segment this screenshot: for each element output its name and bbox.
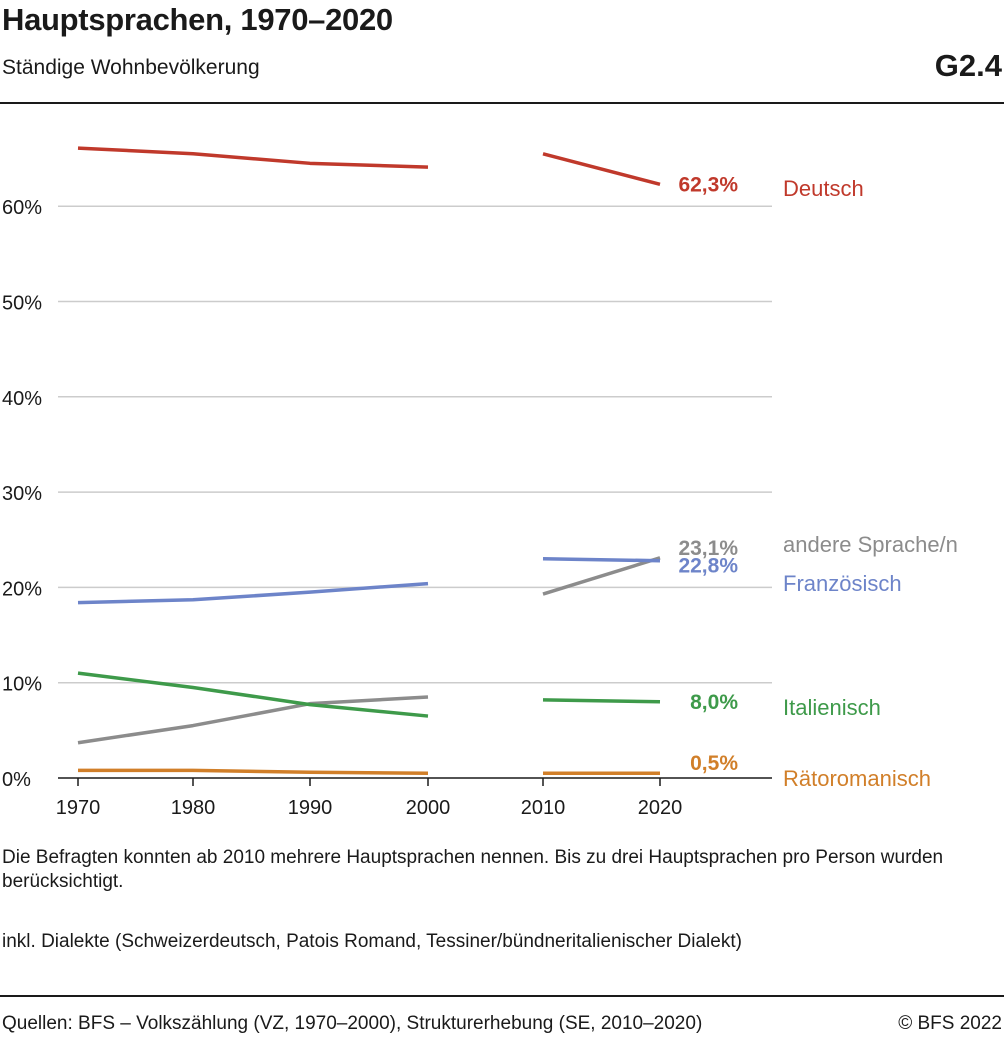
series-line-franz-sisch-2010-2020 [542, 557, 661, 563]
x-tick-label: 2000 [406, 797, 451, 819]
chart-subtitle: Ständige Wohnbevölkerung [2, 56, 260, 79]
y-axis-ticks: 0% 10% 20% 30% 40% 50% 60% [2, 197, 42, 791]
series-line-franz-sisch-1970-2000 [77, 581, 429, 605]
series-line-italienisch-2010-2020 [542, 698, 661, 704]
y-tick-label: 50% [2, 293, 42, 315]
end-value-label-italienisch: 8,0% [690, 691, 738, 714]
y-tick-label: 10% [2, 674, 42, 696]
series-line-r-toromanisch-1970-2000 [78, 768, 429, 775]
y-tick-label: 0% [2, 769, 31, 791]
y-tick-label: 30% [2, 483, 42, 505]
y-tick-label: 40% [2, 388, 42, 410]
note-dialects: inkl. Dialekte (Schweizerdeutsch, Patois… [2, 931, 742, 952]
top-divider [0, 102, 1004, 104]
end-value-label-deutsch: 62,3% [678, 173, 738, 196]
chart-title: Hauptsprachen, 1970–2020 [2, 2, 393, 37]
series-line-deutsch-1970-2000 [77, 146, 429, 169]
series-name-label-deutsch: Deutsch [783, 176, 864, 201]
series-line-andere-sprache-n-1970-2000 [77, 695, 429, 745]
x-tick-label: 1990 [288, 797, 333, 819]
series-name-label-italienisch: Italienisch [783, 695, 881, 720]
end-value-label-andere-sprache-n: 23,1% [678, 537, 738, 560]
line-chart: 0% 10% 20% 30% 40% 50% 60% 1970 1980 1990 2000 201… [2, 146, 958, 819]
x-axis-ticks: 1970 1980 1990 2000 2010 2020 [56, 778, 683, 819]
bottom-divider [0, 995, 1004, 997]
chart-code: G2.4 [934, 48, 1002, 83]
series-line-deutsch-2010-2020 [542, 152, 661, 186]
x-tick-label: 2020 [638, 797, 683, 819]
x-tick-label: 1970 [56, 797, 101, 819]
series-name-label-andere-sprache-n: andere Sprache/n [783, 532, 958, 557]
x-tick-label: 2010 [521, 797, 566, 819]
grid-lines [58, 205, 772, 779]
copyright-text: © BFS 2022 [898, 1013, 1002, 1034]
series-name-label-franz-sisch: Französisch [783, 571, 902, 596]
series-labels: 62,3% Deutsch 23,1% andere Sprache/n 22,8% Fr… [678, 173, 957, 791]
series-lines [77, 146, 661, 775]
end-value-label-r-toromanisch: 0,5% [690, 752, 738, 775]
sources-text: Quellen: BFS – Volkszählung (VZ, 1970–20… [2, 1013, 703, 1034]
series-name-label-r-toromanisch: Rätoromanisch [783, 766, 931, 791]
x-tick-label: 1980 [171, 797, 216, 819]
end-value-label-franz-sisch: 22,8% [678, 555, 738, 578]
y-tick-label: 60% [2, 197, 42, 219]
series-line-andere-sprache-n-2010-2020 [542, 556, 661, 596]
y-tick-label: 20% [2, 578, 42, 600]
series-line-italienisch-1970-2000 [77, 671, 429, 718]
note-multiple-languages: Die Befragten konnten ab 2010 mehrere Ha… [2, 847, 944, 892]
